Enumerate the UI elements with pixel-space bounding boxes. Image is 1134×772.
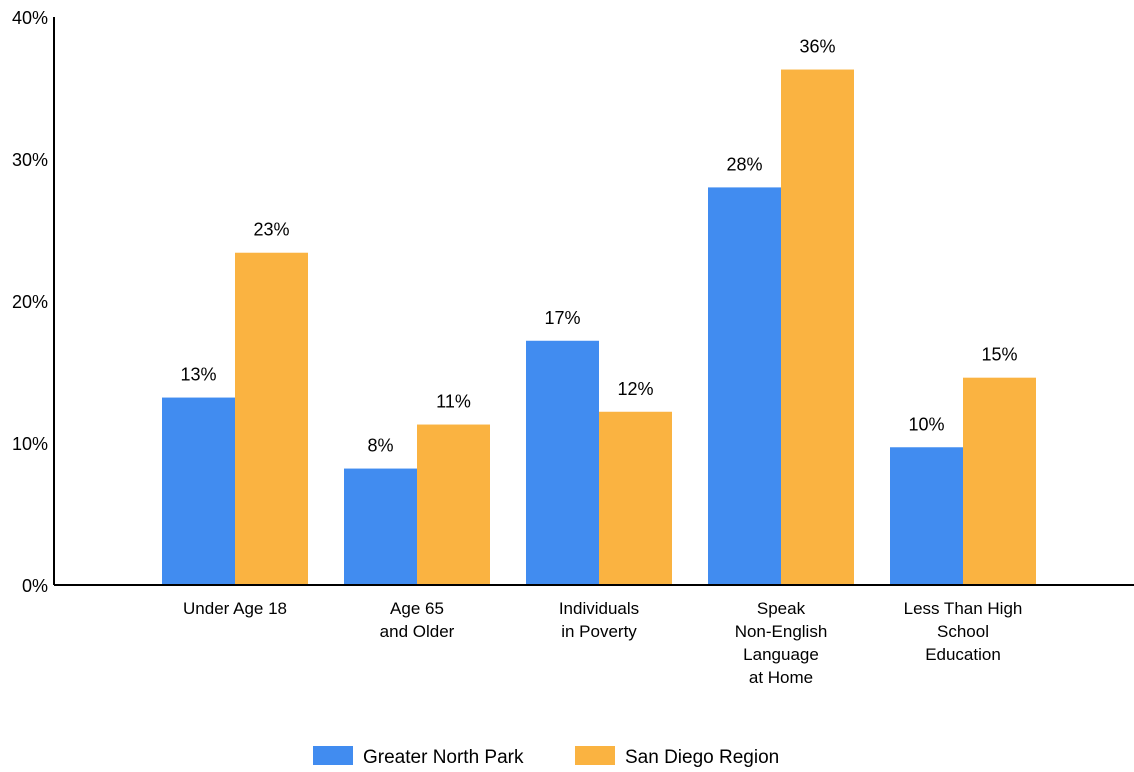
bar-san-diego-region-1	[417, 424, 490, 585]
y-tick-label: 10%	[12, 434, 48, 454]
bar-san-diego-region-0	[235, 252, 308, 585]
data-label: 11%	[436, 392, 471, 412]
legend-label: Greater North Park	[363, 747, 524, 768]
data-label: 23%	[253, 220, 289, 240]
legend-swatch	[313, 746, 353, 765]
x-category-label: Less Than High School Education	[904, 599, 1023, 664]
bar-san-diego-region-4	[963, 377, 1036, 585]
bar-greater-north-park-0	[162, 397, 235, 585]
y-tick-label: 20%	[12, 292, 48, 312]
legend-label: San Diego Region	[625, 747, 779, 768]
legend-swatch	[575, 746, 615, 765]
data-label: 10%	[908, 414, 944, 434]
y-tick-label: 40%	[12, 8, 48, 28]
legend: Greater North Park San Diego Region	[313, 746, 779, 768]
y-tick-label: 30%	[12, 150, 48, 170]
bar-greater-north-park-3	[708, 187, 781, 585]
data-label: 28%	[726, 154, 762, 174]
data-label: 15%	[981, 345, 1017, 365]
bar-greater-north-park-1	[344, 468, 417, 585]
data-label: 13%	[180, 365, 216, 385]
data-label: 17%	[544, 308, 580, 328]
bars-layer	[162, 69, 1036, 586]
axes-layer: 0% 10% 20% 30% 40% Under Age 18 Age 65 and Olde…	[12, 8, 1134, 687]
x-category-label: Under Age 18	[183, 599, 287, 618]
data-label: 12%	[617, 379, 653, 399]
labels-layer: 13% 8% 17% 28% 10% 23% 11% 12% 36% 15%	[180, 37, 1017, 456]
bar-san-diego-region-3	[781, 69, 854, 586]
x-category-label: Age 65 and Older	[380, 599, 455, 641]
x-category-label: Individuals in Poverty	[559, 599, 639, 641]
bar-greater-north-park-2	[526, 340, 599, 585]
data-label: 8%	[367, 436, 393, 456]
bar-greater-north-park-4	[890, 447, 963, 585]
bar-san-diego-region-2	[599, 411, 672, 585]
data-label: 36%	[799, 37, 835, 57]
x-category-label: Speak Non-English Language at Home	[735, 599, 828, 687]
y-tick-label: 0%	[22, 576, 48, 596]
